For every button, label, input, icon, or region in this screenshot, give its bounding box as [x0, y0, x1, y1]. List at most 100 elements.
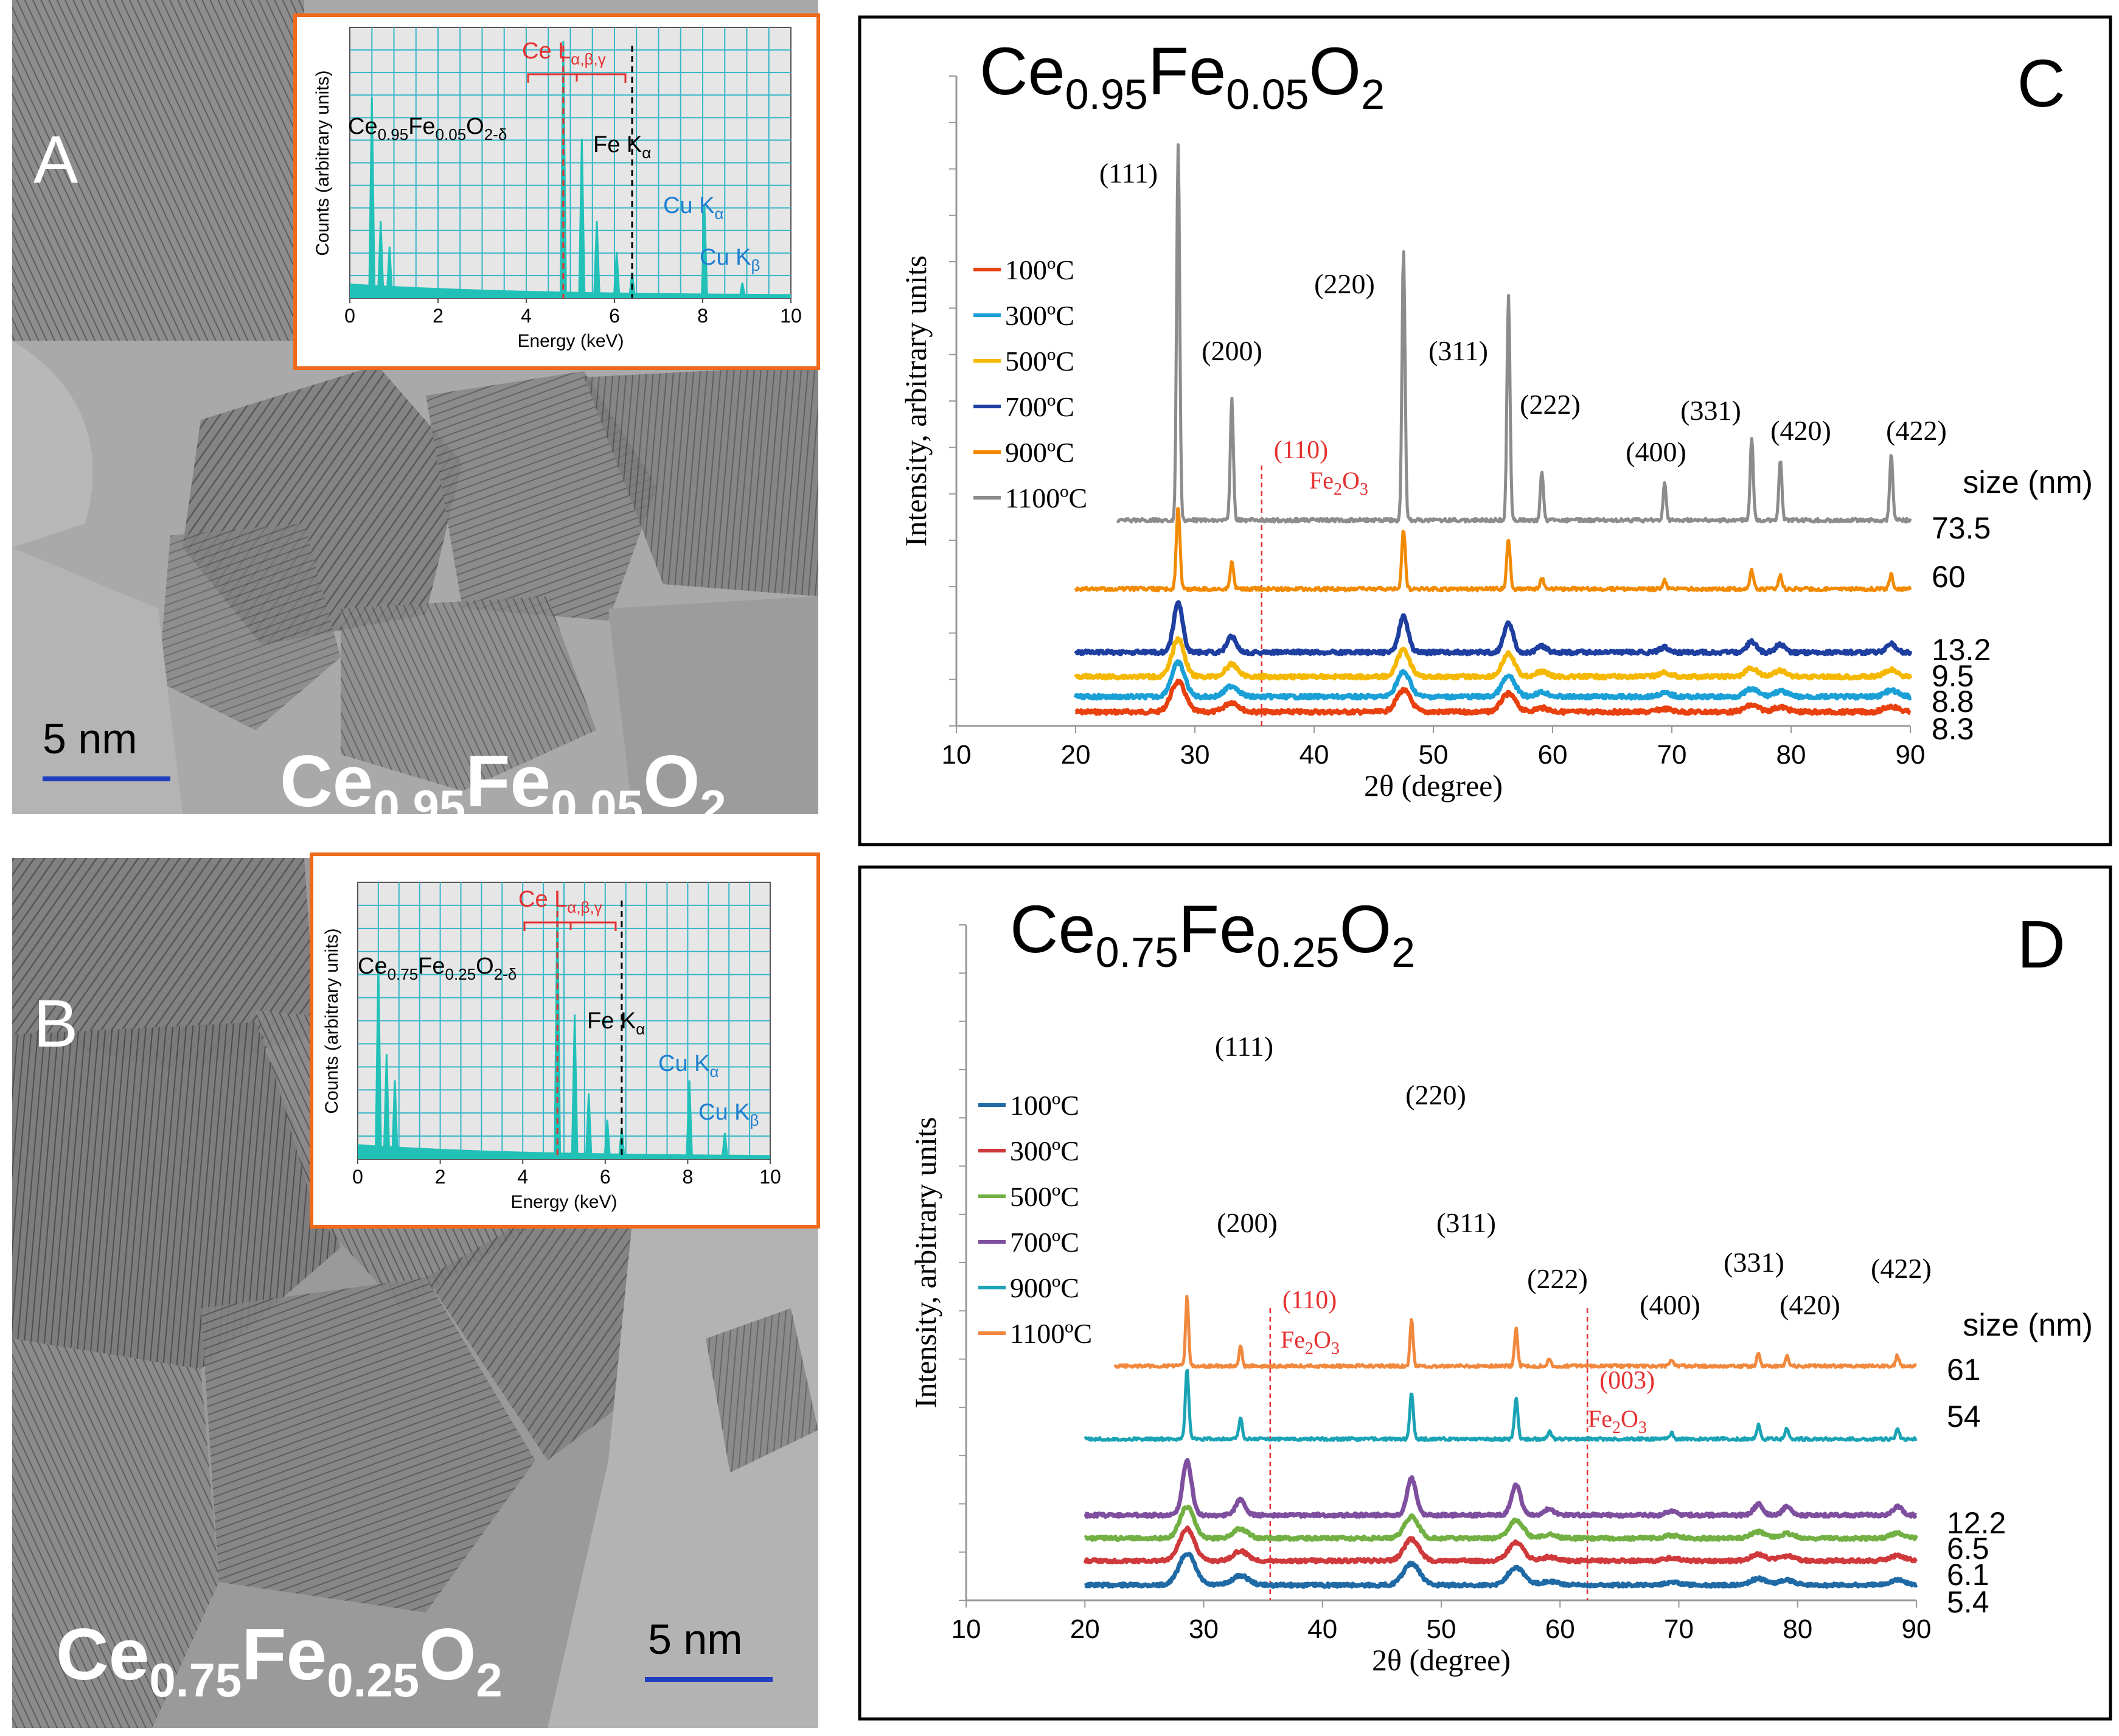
x-tick-label: 50 [1427, 1614, 1456, 1644]
x-tick-label: 70 [1664, 1614, 1694, 1644]
xrd-trace-900c [1084, 1368, 1918, 1442]
x-tick-label: 30 [1189, 1614, 1219, 1644]
legend-label: 900ºC [1010, 1272, 1079, 1303]
inset-x-tick-label: 2 [433, 305, 444, 327]
panel-c-size-labels: 8.38.89.513.2 60 73.5 [1932, 511, 1991, 746]
panel-c-size-header: size (nm) [1963, 465, 2093, 500]
inset-a-cu-ka-label: Cu Kα [663, 193, 724, 223]
composition-label-a: Ce0.95Fe0.05O2 [280, 741, 726, 834]
inset-spectrum-peak [613, 251, 621, 298]
inset-x-tick-label: 6 [600, 1166, 611, 1188]
peak-label: (111) [1215, 1031, 1273, 1062]
inset-b-ylabel: Counts (arbitrary units) [322, 928, 342, 1114]
peak-label: (331) [1680, 395, 1741, 426]
panel-c-title: Ce0.95Fe0.05O2 [979, 34, 1385, 118]
inset-b-xlabel: Energy (keV) [510, 1192, 617, 1212]
peak-label: (222) [1520, 389, 1581, 420]
xrd-trace-500c [1084, 1504, 1918, 1542]
inset-spectrum-peak [368, 97, 376, 298]
x-tick-label: 30 [1180, 740, 1210, 770]
peak-label: (222) [1527, 1263, 1588, 1294]
x-tick-label: 90 [1896, 740, 1926, 770]
inset-spectrum-peak [374, 961, 382, 1159]
xrd-trace-300c [1073, 659, 1912, 701]
inset-spectrum-peak [578, 138, 586, 298]
x-tick-label: 10 [942, 740, 972, 770]
inset-b-cu-ka-label: Cu Kα [658, 1051, 719, 1081]
inset-spectrum-peak [383, 1054, 391, 1159]
peak-label: (111) [1099, 158, 1158, 189]
peak-label: (311) [1428, 335, 1488, 366]
legend-label: 100ºC [1005, 254, 1074, 285]
panel-letter-c: C [2017, 46, 2065, 121]
phase-marker-label: (003) [1599, 1367, 1655, 1395]
legend-label: 700ºC [1010, 1227, 1079, 1258]
inset-b-formula: Ce0.75Fe0.25O2-δ [358, 953, 517, 983]
inset-x-tick-label: 10 [780, 305, 802, 327]
panel-letter-d: D [2017, 907, 2065, 982]
size-label: 61 [1947, 1353, 1981, 1387]
panel-c-traces [1073, 143, 1913, 716]
legend-label: 500ºC [1005, 346, 1074, 377]
peak-label: (420) [1770, 415, 1831, 446]
peak-label: (420) [1780, 1289, 1840, 1320]
peak-label: (422) [1871, 1253, 1932, 1284]
inset-spectrum-peak [386, 246, 394, 298]
legend-label: 900ºC [1005, 437, 1074, 468]
inset-spectrum-peak [700, 205, 708, 298]
inset-x-tick-label: 2 [435, 1166, 446, 1188]
inset-spectrum-peak [559, 41, 567, 298]
size-label: 8.8 [1932, 685, 1974, 719]
inset-a-ce-label: Ce Lα,β,γ [522, 38, 606, 68]
legend-label: 300ºC [1010, 1135, 1079, 1166]
eds-inset-a: 0 2 4 6 8 10 Energy (keV) Counts (arbitrary u… [293, 13, 820, 370]
panel-d-size-header: size (nm) [1963, 1308, 2093, 1343]
inset-b-x-ticks: 0 2 4 6 8 10 [352, 1159, 781, 1188]
panel-d-axes: 10 20 30 40 50 60 70 80 90 2θ (degree) Intensity, … [908, 924, 1932, 1677]
inset-a-formula: Ce0.95Fe0.05O2-δ [348, 114, 507, 144]
legend-label: 1100ºC [1010, 1318, 1092, 1349]
peak-label: (400) [1626, 436, 1686, 467]
panel-d-legend: 100ºC 300ºC 500ºC 700ºC 900ºC 1100ºC [978, 1090, 1092, 1349]
inset-spectrum-peak [585, 1093, 593, 1159]
xrd-trace-100c [1074, 678, 1912, 716]
panel-d-title: Ce0.75Fe0.25O2 [1010, 892, 1415, 976]
size-label: 12.2 [1947, 1506, 2006, 1540]
x-tick-label: 40 [1307, 1614, 1337, 1644]
phase-marker-label: (110) [1274, 436, 1328, 464]
peak-label: (220) [1405, 1079, 1466, 1110]
x-axis-label: 2θ (degree) [1372, 1643, 1511, 1677]
inset-a-ylabel: Counts (arbitrary units) [313, 70, 333, 256]
inset-b-ce-label: Ce Lα,β,γ [518, 887, 602, 916]
x-axis-label: 2θ (degree) [1364, 769, 1503, 803]
panel-d-fe2o3-label-1: Fe2O3 [1281, 1326, 1340, 1358]
scale-label-b: 5 nm [648, 1616, 743, 1663]
x-tick-label: 60 [1538, 740, 1568, 770]
inset-x-tick-label: 4 [521, 305, 532, 327]
size-label: 73.5 [1932, 511, 1991, 545]
peak-label: (400) [1640, 1289, 1700, 1320]
panel-c-axes: 10 20 30 40 50 60 70 80 90 2θ (degree) Intensity, … [899, 75, 1926, 803]
inset-x-tick-label: 0 [344, 305, 355, 327]
phase-marker-label: (110) [1282, 1286, 1337, 1314]
inset-x-tick-label: 8 [683, 1166, 694, 1188]
x-tick-label: 70 [1657, 740, 1687, 770]
inset-b-grid [358, 882, 770, 1159]
scale-label-a: 5 nm [43, 715, 137, 762]
panel-d-phase-markers: (110) (003) [1269, 1286, 1655, 1600]
xrd-panel-d: Ce0.75Fe0.25O2 D 10 20 30 40 50 60 70 80 90 2θ (d… [858, 865, 2112, 1721]
inset-b-cu-kb-label: Cu Kβ [698, 1100, 759, 1129]
x-tick-label: 60 [1545, 1614, 1575, 1644]
xrd-panel-c: Ce0.95Fe0.05O2 C 10 20 30 40 50 60 70 80 90 2θ (d… [858, 15, 2112, 846]
xrd-trace-300c [1083, 1525, 1918, 1564]
xrd-trace-500c [1074, 636, 1913, 681]
panel-letter-b: B [33, 986, 78, 1061]
size-label: 60 [1932, 560, 1966, 594]
panel-d-peak-labels: (111) (200) (220) (311) (222) (400) (331) (420)… [1215, 1031, 1932, 1320]
x-tick-label: 40 [1300, 740, 1329, 770]
size-label: 5.4 [1947, 1585, 1989, 1619]
x-tick-label: 90 [1902, 1614, 1932, 1644]
legend-label: 300ºC [1005, 300, 1074, 331]
inset-spectrum-peak [604, 1120, 611, 1159]
